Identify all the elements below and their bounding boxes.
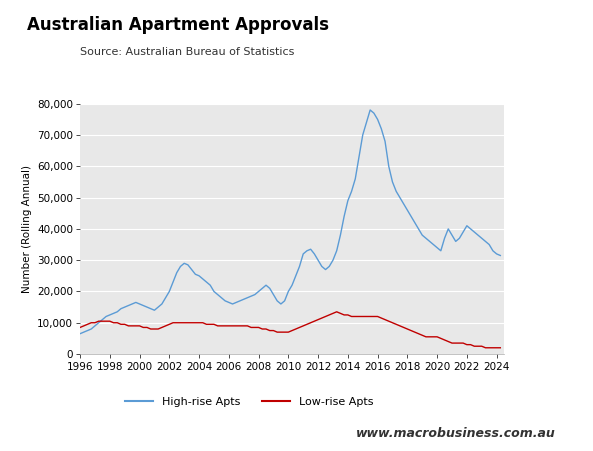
High-rise Apts bbox=[192, 272, 199, 277]
Low-rise Apts bbox=[196, 320, 203, 326]
Legend: High-rise Apts, Low-rise Apts: High-rise Apts, Low-rise Apts bbox=[120, 393, 378, 412]
Low-rise Apts bbox=[352, 314, 359, 319]
High-rise Apts bbox=[400, 201, 407, 207]
Text: MACRO: MACRO bbox=[483, 28, 540, 41]
Text: BUSINESS: BUSINESS bbox=[473, 53, 550, 67]
Low-rise Apts bbox=[497, 345, 504, 350]
Y-axis label: Number (Rolling Annual): Number (Rolling Annual) bbox=[21, 165, 31, 293]
Low-rise Apts bbox=[400, 325, 407, 330]
Low-rise Apts bbox=[125, 323, 132, 329]
High-rise Apts bbox=[348, 189, 355, 194]
Low-rise Apts bbox=[333, 309, 340, 314]
Text: Source: Australian Bureau of Statistics: Source: Australian Bureau of Statistics bbox=[80, 47, 295, 57]
Low-rise Apts bbox=[192, 320, 199, 326]
Low-rise Apts bbox=[240, 323, 247, 329]
High-rise Apts bbox=[76, 331, 84, 336]
Low-rise Apts bbox=[482, 345, 489, 350]
Text: Australian Apartment Approvals: Australian Apartment Approvals bbox=[27, 16, 329, 34]
High-rise Apts bbox=[240, 297, 247, 302]
High-rise Apts bbox=[366, 107, 374, 113]
High-rise Apts bbox=[497, 253, 504, 258]
Text: www.macrobusiness.com.au: www.macrobusiness.com.au bbox=[356, 427, 556, 440]
High-rise Apts bbox=[125, 303, 132, 308]
High-rise Apts bbox=[196, 273, 203, 279]
Line: High-rise Apts: High-rise Apts bbox=[80, 110, 500, 334]
Line: Low-rise Apts: Low-rise Apts bbox=[80, 312, 500, 348]
Low-rise Apts bbox=[76, 325, 84, 330]
